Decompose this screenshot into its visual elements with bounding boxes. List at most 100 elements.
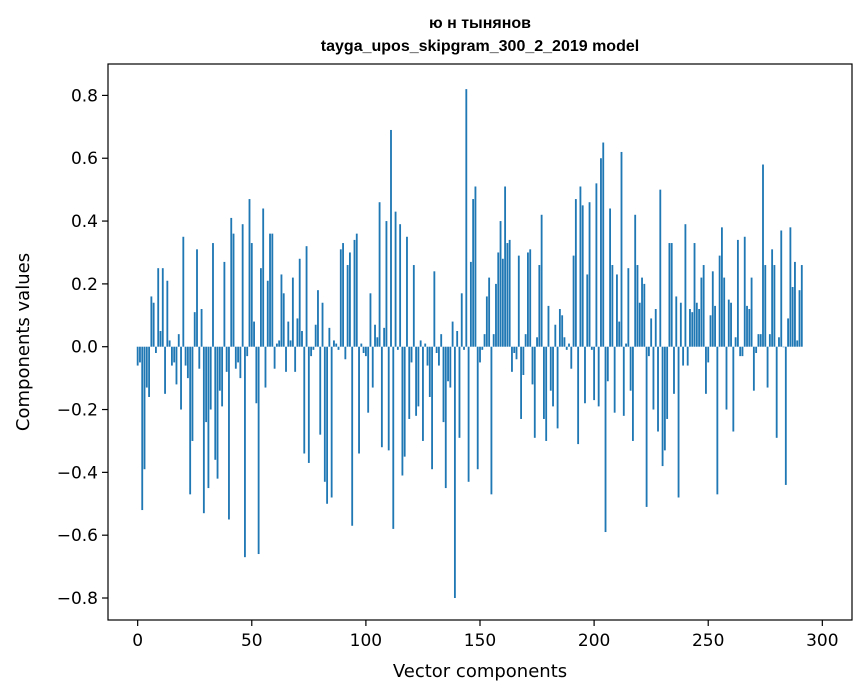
bar — [725, 346, 728, 410]
bar — [590, 346, 593, 350]
bar — [460, 293, 463, 347]
y-tick-label: 0.2 — [71, 275, 98, 295]
bar — [143, 346, 146, 470]
x-tick-label: 0 — [132, 631, 143, 651]
bar — [337, 346, 340, 350]
bar — [511, 346, 513, 372]
bar — [686, 346, 689, 366]
bar — [791, 287, 794, 347]
bar — [346, 265, 349, 347]
bar — [670, 243, 673, 347]
bar — [458, 346, 461, 438]
bar — [399, 224, 402, 347]
bar — [577, 346, 580, 445]
bar — [189, 346, 192, 495]
bar — [698, 309, 701, 347]
bar — [627, 268, 630, 347]
bar — [164, 346, 166, 394]
bar — [403, 346, 406, 457]
bar — [390, 129, 392, 347]
bar — [214, 346, 217, 460]
bar — [223, 261, 226, 347]
bar — [572, 255, 575, 347]
bar — [426, 346, 429, 366]
bar — [691, 312, 694, 347]
bar — [180, 346, 182, 410]
bar — [538, 265, 541, 347]
bar — [536, 337, 538, 347]
bar — [237, 346, 239, 363]
plot-area-frame — [107, 63, 853, 621]
bar — [613, 346, 616, 413]
bar — [604, 346, 607, 533]
y-tick-label: −0.8 — [57, 589, 98, 609]
x-tick-label: 50 — [241, 631, 263, 651]
bar — [789, 227, 792, 347]
bar — [392, 346, 395, 529]
y-tick-label: 0.6 — [71, 149, 98, 169]
bar — [506, 243, 509, 347]
bar — [264, 346, 267, 388]
bar — [303, 346, 306, 454]
bar — [369, 293, 372, 347]
bar — [721, 227, 723, 347]
bar — [152, 302, 155, 347]
bars-layer — [136, 89, 803, 599]
bar — [759, 334, 762, 347]
bar — [205, 346, 208, 423]
bar — [508, 239, 511, 347]
bar — [412, 265, 415, 347]
bar — [515, 346, 518, 360]
bar — [586, 274, 589, 347]
bar — [212, 243, 214, 347]
bar — [196, 249, 198, 347]
bar — [584, 346, 586, 404]
bar — [689, 309, 691, 347]
bar — [456, 331, 459, 347]
bar — [161, 268, 164, 347]
bar — [262, 208, 265, 347]
bar — [323, 346, 326, 482]
x-tick-label: 100 — [350, 631, 382, 651]
bar — [588, 202, 591, 347]
bar — [200, 309, 203, 347]
bar — [239, 346, 242, 379]
bar — [159, 331, 162, 347]
bar — [723, 277, 726, 347]
x-tick-label: 300 — [806, 631, 838, 651]
y-axis-label: Components values — [13, 253, 34, 431]
bar — [766, 346, 769, 388]
bar — [139, 346, 141, 363]
bar — [636, 265, 639, 347]
bar — [616, 274, 618, 347]
y-axis-ticks: −0.8 −0.6 −0.4 −0.2 0.0 0.2 0.4 0.6 0.8 — [57, 86, 108, 609]
bar — [645, 346, 648, 507]
bar — [732, 346, 735, 432]
bar — [705, 346, 707, 394]
bar — [490, 346, 493, 495]
bar — [647, 346, 650, 357]
bar — [273, 346, 276, 369]
bar — [202, 346, 205, 514]
bar — [271, 233, 274, 347]
bar — [353, 239, 356, 347]
bar — [784, 346, 787, 485]
bar — [764, 265, 767, 347]
bar — [278, 340, 281, 347]
bar — [141, 346, 144, 511]
bar — [330, 346, 333, 498]
bar — [175, 346, 178, 385]
bar — [415, 346, 418, 416]
bar — [282, 293, 285, 347]
bar — [170, 346, 173, 366]
bar — [410, 346, 413, 363]
bar — [401, 346, 404, 476]
bar — [739, 346, 742, 357]
bar — [266, 280, 269, 347]
bar — [351, 346, 354, 526]
bar — [453, 346, 456, 599]
bar — [275, 343, 278, 347]
bar — [661, 346, 664, 467]
bar — [666, 346, 669, 419]
bar — [451, 321, 454, 347]
